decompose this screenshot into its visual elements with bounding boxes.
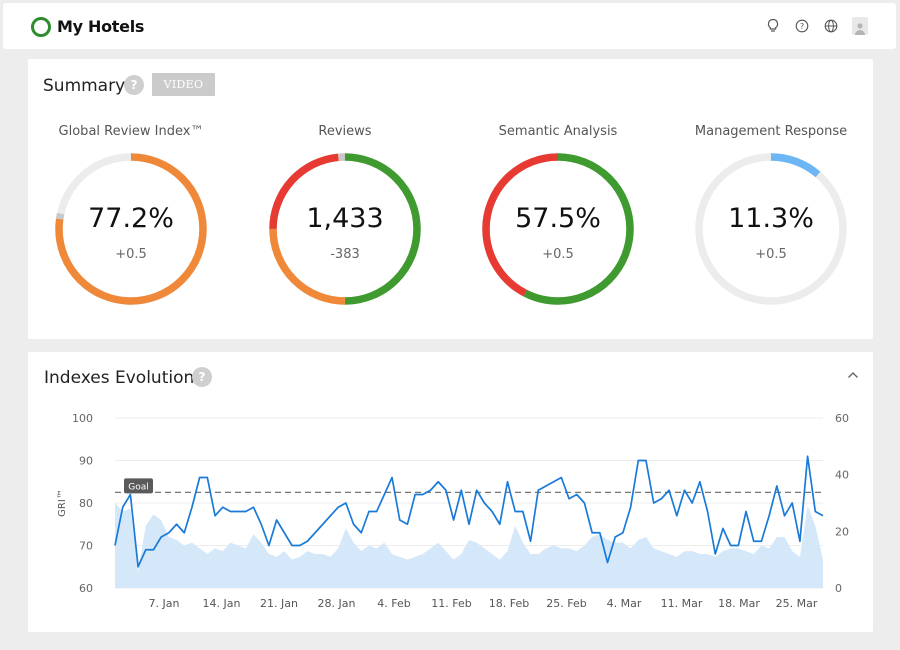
y-tick-label: 60 (79, 582, 93, 595)
x-tick-label: 25. Mar (776, 597, 818, 610)
goal-badge (124, 478, 153, 494)
x-tick-label: 11. Mar (661, 597, 703, 610)
svg-text:?: ? (800, 22, 804, 31)
y-tick-label: 90 (79, 455, 93, 468)
gauge-label: Semantic Analysis (498, 124, 618, 139)
gauge-global-review-index[interactable]: Global Review Index™ 77.2% +0.5 (41, 121, 221, 321)
gauge-delta: +0.5 (755, 247, 787, 262)
x-tick-label: 4. Mar (607, 597, 642, 610)
gauge-value: 11.3% (728, 203, 814, 234)
x-tick-label: 7. Jan (149, 597, 180, 610)
logo-ring-icon (31, 17, 51, 37)
y2-tick-label: 60 (835, 412, 849, 425)
chevron-up-icon[interactable] (847, 364, 859, 383)
summary-title: Summary (43, 76, 126, 96)
reviews-area-series (115, 503, 823, 588)
gauge-management-response[interactable]: Management Response 11.3% +0.5 (681, 121, 861, 321)
gauge-label: Management Response (694, 124, 848, 139)
top-icons: ? (752, 17, 868, 35)
gauge-ring (55, 153, 207, 305)
indexes-evolution-chart: 100 90 80 70 60 60 40 20 0 GRI™ Goal 7. Jan 14. Jan 2… (57, 412, 849, 610)
evolution-help-icon[interactable]: ? (192, 367, 212, 387)
x-tick-label: 18. Mar (718, 597, 760, 610)
x-tick-label: 25. Feb (546, 597, 586, 610)
gauge-value: 1,433 (306, 203, 384, 234)
gauge-segment (482, 153, 634, 305)
gri-line-series (114, 455, 824, 568)
gauge-semantic-analysis[interactable]: Semantic Analysis 57.5% +0.5 (468, 121, 648, 321)
help-icon[interactable]: ? (794, 17, 810, 35)
x-tick-label: 21. Jan (260, 597, 298, 610)
x-tick-label: 18. Feb (489, 597, 529, 610)
summary-card: Summary ? VIDEO Global Review Index™ 77.… (28, 59, 873, 339)
y-tick-label: 70 (79, 540, 93, 553)
x-tick-label: 28. Jan (318, 597, 356, 610)
gauge-segment (269, 153, 421, 305)
y2-tick-label: 0 (835, 582, 842, 595)
gauge-ring (482, 153, 634, 305)
video-button[interactable]: VIDEO (152, 73, 215, 96)
evolution-title: Indexes Evolution (44, 368, 195, 388)
gauge-segment (269, 153, 421, 305)
top-bar: My Hotels ? (3, 3, 896, 49)
gauge-value: 77.2% (88, 203, 174, 234)
globe-icon[interactable] (823, 17, 839, 35)
x-tick-label: 4. Feb (377, 597, 410, 610)
gauge-delta: +0.5 (542, 247, 574, 262)
goal-label: Goal (128, 482, 149, 492)
lightbulb-icon[interactable] (765, 17, 781, 35)
gauge-value: 57.5% (515, 203, 601, 234)
gauge-label: Global Review Index™ (58, 124, 204, 139)
summary-help-icon[interactable]: ? (124, 75, 144, 95)
indexes-evolution-card: 100 90 80 70 60 60 40 20 0 GRI™ Goal 7. Jan 14. Jan 2… (28, 352, 873, 632)
y2-tick-label: 40 (835, 469, 849, 482)
gauge-delta: +0.5 (115, 247, 147, 262)
x-tick-label: 11. Feb (431, 597, 471, 610)
app-title: My Hotels (57, 17, 145, 36)
gauge-reviews[interactable]: Reviews 1,433 -383 (255, 121, 435, 321)
y2-tick-label: 20 (835, 525, 849, 538)
x-tick-label: 14. Jan (203, 597, 241, 610)
gauge-ring (269, 153, 421, 305)
gauge-segment (695, 153, 847, 305)
gauge-segment (55, 153, 207, 305)
y-axis-label: GRI™ (57, 489, 68, 517)
y-tick-label: 80 (79, 497, 93, 510)
gauge-delta: -383 (330, 247, 360, 262)
gauge-ring (695, 153, 847, 305)
y-tick-label: 100 (72, 412, 93, 425)
user-icon[interactable] (852, 17, 868, 35)
gauge-label: Reviews (318, 124, 372, 139)
